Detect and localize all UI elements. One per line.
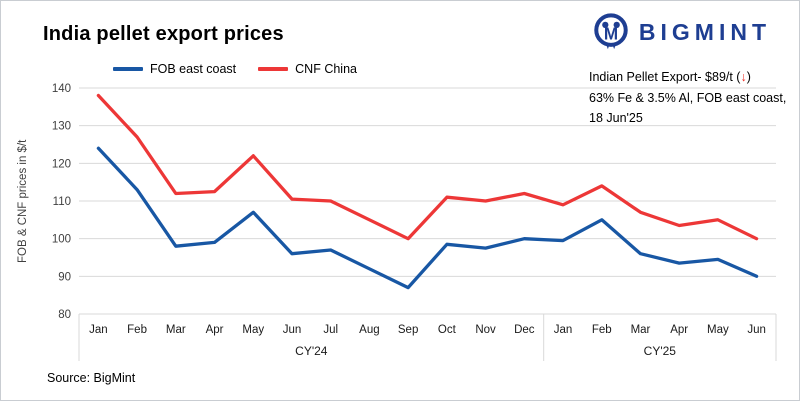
bigmint-logo-icon: M: [594, 13, 628, 50]
x-tick-label: Apr: [670, 324, 688, 336]
legend-item-cnf: CNF China: [258, 62, 357, 76]
x-tick-label: May: [707, 324, 729, 336]
legend-item-fob: FOB east coast: [113, 62, 236, 76]
svg-text:M: M: [604, 25, 618, 44]
y-tick-label: 140: [52, 83, 71, 95]
series-line-cnf-china: [96, 93, 759, 241]
x-tick-label: Jan: [554, 324, 573, 336]
legend-label-fob: FOB east coast: [150, 62, 237, 76]
y-tick-label: 90: [58, 271, 71, 283]
x-tick-label: Oct: [438, 324, 457, 336]
source-credit: Source: BigMint: [47, 371, 136, 385]
x-tick-label: Jun: [283, 324, 302, 336]
legend: FOB east coast CNF China: [113, 62, 379, 76]
x-tick-label: Feb: [127, 324, 147, 336]
x-tick-label: Jul: [323, 324, 338, 336]
chart-title: India pellet export prices: [43, 23, 284, 45]
down-arrow-icon: ↓: [740, 70, 747, 84]
fob-line-swatch: [113, 67, 143, 71]
y-tick-label: 80: [58, 309, 71, 321]
cnf-line-swatch: [258, 67, 289, 71]
x-tick-label: Feb: [592, 324, 612, 336]
x-tick-label: Dec: [514, 324, 535, 336]
x-tick-label: Mar: [631, 324, 651, 336]
x-tick-label: Aug: [359, 324, 379, 336]
annotation-line-2: 63% Fe & 3.5% Al, FOB east coast,: [589, 90, 787, 105]
bigmint-logo: M BIGMINT: [592, 12, 771, 52]
legend-label-cnf: CNF China: [295, 62, 357, 76]
x-tick-label: Nov: [475, 324, 496, 336]
y-tick-label: 100: [52, 234, 71, 246]
annotation-line-1: Indian Pellet Export- $89/t (↓): [589, 70, 751, 84]
annotation-line-3: 18 Jun'25: [589, 111, 643, 125]
x-tick-label: Mar: [166, 324, 186, 336]
y-tick-label: 120: [52, 158, 71, 170]
y-tick-label: 130: [52, 121, 71, 133]
x-group-label: CY'25: [644, 344, 677, 358]
x-tick-label: Sep: [398, 324, 418, 336]
y-tick-label: 110: [53, 196, 71, 208]
x-tick-label: Apr: [206, 324, 224, 336]
x-tick-label: Jun: [747, 324, 766, 336]
price-annotation: Indian Pellet Export- $89/t (↓) 63% Fe &…: [589, 67, 786, 129]
x-group-label: CY'24: [295, 344, 328, 358]
x-tick-label: May: [242, 324, 264, 336]
bigmint-logo-text: BIGMINT: [638, 18, 771, 45]
x-tick-label: Jan: [89, 324, 108, 336]
series-line-fob-east-coast: [96, 146, 759, 290]
